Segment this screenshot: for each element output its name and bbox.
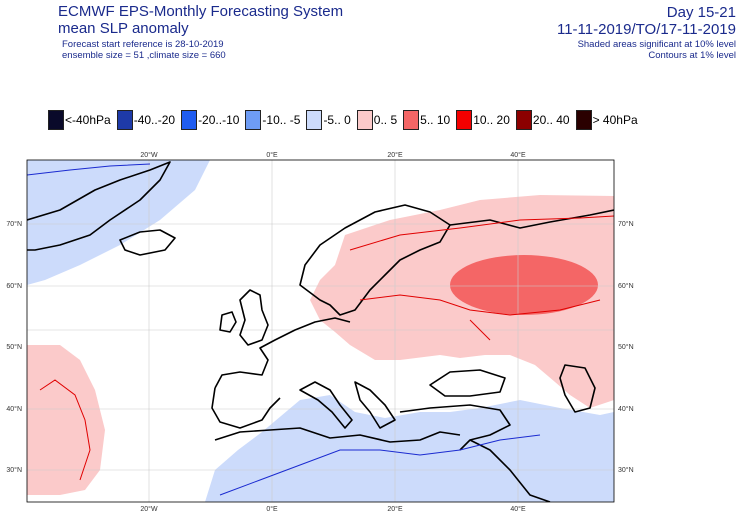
lon-label: 20°W xyxy=(140,151,158,159)
chart-title: ECMWF EPS-Monthly Forecasting System xyxy=(58,3,344,20)
lat-label: 30°N xyxy=(618,466,634,474)
legend-label: 0.. 5 xyxy=(373,113,398,127)
coastlines xyxy=(27,161,614,502)
legend-entry: > 40hPa xyxy=(575,110,638,130)
negative-contours xyxy=(27,163,541,496)
positive-anomaly-region-europe xyxy=(310,195,614,408)
lat-label: 50°N xyxy=(618,343,634,351)
legend-swatch xyxy=(181,110,198,130)
lat-labels-right: 70°N 60°N 50°N 40°N 30°N xyxy=(618,220,634,474)
color-legend: <-40hPa -40..-20 -20..-10 -10.. -5 -5.. 0 0..… xyxy=(48,110,644,130)
legend-swatch xyxy=(116,110,133,130)
legend-entry: 0.. 5 xyxy=(356,110,398,130)
contour-note: Contours at 1% level xyxy=(648,50,736,61)
legend-label: -10.. -5 xyxy=(262,113,301,127)
legend-swatch xyxy=(48,110,64,130)
lat-label: 60°N xyxy=(618,282,634,290)
map-frame xyxy=(26,159,615,503)
negative-anomaly-region-greenland xyxy=(27,160,210,285)
legend-label: -5.. 0 xyxy=(323,113,351,127)
legend-label: 10.. 20 xyxy=(473,113,510,127)
legend-entry: 10.. 20 xyxy=(456,110,510,130)
lon-label: 0°E xyxy=(266,151,278,159)
lat-labels-left: 70°N 60°N 50°N 40°N 30°N xyxy=(6,220,22,474)
legend-entry: -10.. -5 xyxy=(245,110,300,130)
slp-anomaly-map: 20°W 0°E 20°E 40°E 20°W 0°E 20°E 40°E 70… xyxy=(6,151,634,513)
ensemble-size-text: ensemble size = 51 ,climate size = 660 xyxy=(62,50,226,61)
legend-swatch xyxy=(575,110,592,130)
legend-swatch xyxy=(306,110,323,130)
legend-label: <-40hPa xyxy=(65,113,111,127)
lat-label: 60°N xyxy=(6,282,22,290)
lat-label: 70°N xyxy=(618,220,634,228)
lon-label: 40°E xyxy=(510,505,526,513)
legend-entry: <-40hPa xyxy=(48,110,111,130)
legend-entry: -5.. 0 xyxy=(306,110,351,130)
legend-entry: 20.. 40 xyxy=(515,110,570,130)
lat-label: 70°N xyxy=(6,220,22,228)
legend-swatch xyxy=(403,110,420,130)
day-range-text: Day 15-21 xyxy=(666,4,736,21)
lat-label: 40°N xyxy=(618,405,634,413)
positive-anomaly-core xyxy=(450,255,598,315)
lon-labels-top: 20°W 0°E 20°E 40°E xyxy=(140,151,526,159)
lon-label: 40°E xyxy=(510,151,526,159)
legend-swatch xyxy=(356,110,373,130)
map-graticule xyxy=(27,160,614,502)
lon-label: 20°W xyxy=(140,505,158,513)
positive-anomaly-region-atlantic xyxy=(27,345,105,495)
lon-label: 20°E xyxy=(387,151,403,159)
legend-entry: 5.. 10 xyxy=(403,110,450,130)
legend-label: 20.. 40 xyxy=(532,113,570,127)
legend-swatch xyxy=(515,110,532,130)
forecast-start-text: Forecast start reference is 28-10-2019 xyxy=(62,39,224,50)
lon-label: 20°E xyxy=(387,505,403,513)
legend-swatch xyxy=(456,110,473,130)
chart-subtitle: mean SLP anomaly xyxy=(58,20,189,37)
lat-label: 30°N xyxy=(6,466,22,474)
positive-contours xyxy=(39,215,614,481)
legend-swatch xyxy=(245,110,262,130)
date-range-text: 11-11-2019/TO/17-11-2019 xyxy=(556,21,736,38)
lon-labels-bottom: 20°W 0°E 20°E 40°E xyxy=(140,505,526,513)
legend-label: -40..-20 xyxy=(133,113,176,127)
legend-entry: -40..-20 xyxy=(116,110,176,130)
legend-label: 5.. 10 xyxy=(420,113,451,127)
shading-note: Shaded areas significant at 10% level xyxy=(577,39,736,50)
legend-entry: -20..-10 xyxy=(181,110,239,130)
lat-label: 40°N xyxy=(6,405,22,413)
legend-label: > 40hPa xyxy=(592,113,638,127)
legend-label: -20..-10 xyxy=(198,113,240,127)
lon-label: 0°E xyxy=(266,505,278,513)
lat-label: 50°N xyxy=(6,343,22,351)
negative-anomaly-region-africa xyxy=(205,395,614,502)
